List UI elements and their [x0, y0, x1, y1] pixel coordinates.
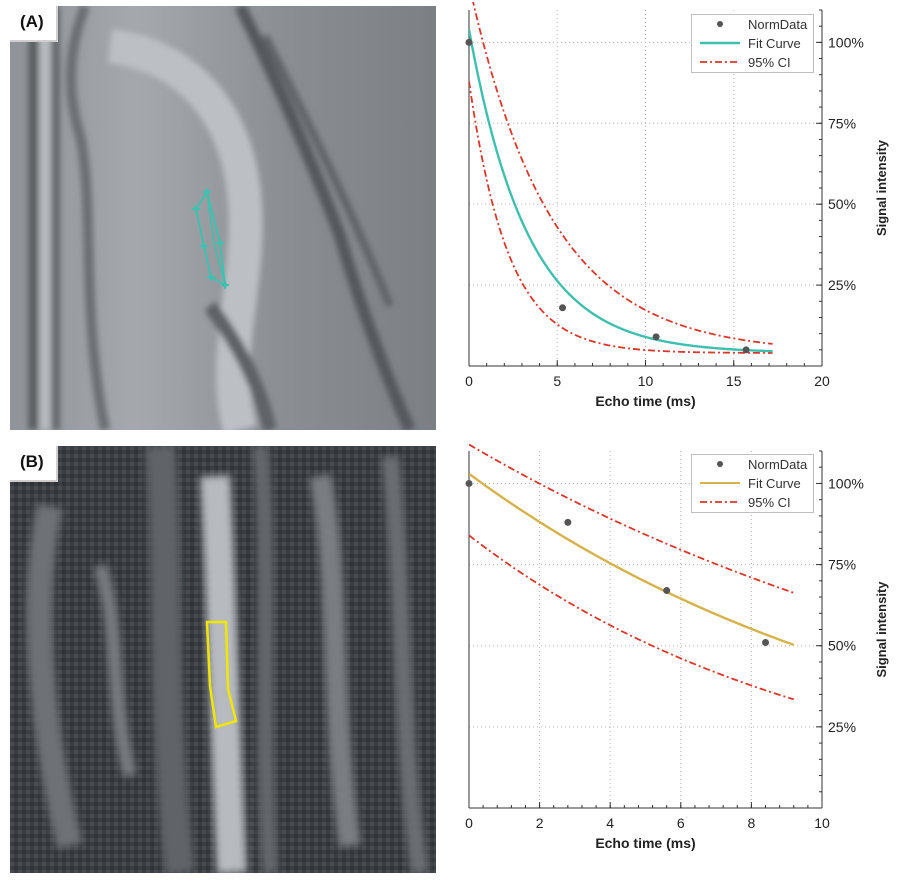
x-tick-label: 2: [536, 815, 544, 831]
x-tick-label: 6: [677, 815, 685, 831]
data-point: [465, 38, 473, 46]
roi-outline-a: [191, 187, 230, 290]
roi-vertex-marker: [191, 204, 201, 214]
x-tick-label: 0: [465, 373, 473, 389]
roi-marker-group-a: [191, 187, 230, 290]
fit-curve-line: [469, 29, 773, 353]
x-tick-label: 5: [553, 373, 561, 389]
roi-outline-b: [205, 620, 238, 729]
y-tick-label: 75%: [828, 115, 856, 131]
t2-decay-plot-b: 0 2 4 6 8 10 25% 50% 75% 100% Echo time (ms) Signal…: [440, 440, 904, 875]
legend-key-normdata: [717, 21, 723, 27]
y-tick-label: 25%: [828, 277, 856, 293]
y-tick-label: 25%: [828, 719, 856, 735]
panel-label-a: (A): [10, 6, 58, 42]
legend-key-fit-curve: [700, 482, 740, 484]
legend-a: NormData Fit Curve 95% CI: [691, 14, 815, 73]
legend-label-ci: 95% CI: [748, 55, 791, 70]
data-point: [652, 333, 660, 341]
legend-item-normdata: NormData: [692, 15, 813, 34]
ci-upper-line: [469, 443, 795, 594]
legend-item-fit-curve: Fit Curve: [692, 474, 813, 493]
legend-key-ci: [700, 501, 740, 503]
y-tick-label: 75%: [828, 557, 856, 573]
data-point: [762, 638, 770, 646]
legend-key-ci: [700, 61, 740, 63]
legend-key-fit-curve: [700, 41, 740, 45]
mri-image-b: (B): [10, 446, 436, 873]
y-tick-label: 50%: [828, 196, 856, 212]
y-tick-label: 100%: [828, 475, 864, 491]
y-tick-label: 100%: [828, 34, 864, 50]
roi-vertex-marker: [199, 241, 209, 251]
x-tick-label: 10: [814, 815, 830, 831]
legend-label-normdata: NormData: [748, 17, 808, 32]
x-tick-label: 8: [748, 815, 756, 831]
chart-b-svg: 0 2 4 6 8 10 25% 50% 75% 100% Echo time (ms) Signal…: [465, 443, 889, 851]
x-tick-label: 15: [726, 373, 742, 389]
legend-item-ci: 95% CI: [692, 493, 813, 512]
y-axis-label: Signal intensity: [874, 139, 889, 236]
fit-curve-line: [469, 472, 795, 647]
legend-label-fit-curve: Fit Curve: [748, 36, 801, 51]
data-point: [559, 304, 567, 312]
x-tick-label: 20: [814, 373, 830, 389]
panel-label-b: (B): [10, 446, 58, 482]
x-axis-label: Echo time (ms): [595, 393, 695, 409]
data-point: [465, 479, 473, 487]
legend-label-normdata: NormData: [748, 457, 808, 472]
legend-label-ci: 95% CI: [748, 495, 791, 510]
roi-inner-line: [206, 191, 226, 286]
ci-lower-line: [469, 534, 795, 701]
data-point: [663, 587, 671, 595]
y-axis-label: Signal intensity: [874, 581, 889, 678]
data-point: [742, 346, 750, 354]
legend-b: NormData Fit Curve 95% CI: [691, 454, 815, 513]
roi-vertex-marker: [206, 272, 216, 282]
x-tick-label: 4: [606, 815, 614, 831]
x-axis-label: Echo time (ms): [595, 835, 695, 851]
legend-label-fit-curve: Fit Curve: [748, 476, 801, 491]
ci-lower-line: [469, 81, 773, 354]
roi-vertex-marker: [215, 238, 225, 248]
legend-item-fit-curve: Fit Curve: [692, 34, 813, 53]
mri-image-a-drawing: [10, 6, 436, 430]
chart-a-svg: 0 5 10 15 20 25% 50% 75% 100% Echo time (ms) Signa…: [465, 2, 889, 409]
x-tick-label: 0: [465, 815, 473, 831]
legend-item-ci: 95% CI: [692, 53, 813, 72]
x-tick-label: 10: [638, 373, 654, 389]
t2-decay-plot-a: 0 5 10 15 20 25% 50% 75% 100% Echo time (ms) Signa…: [440, 0, 904, 430]
mri-image-b-drawing: [10, 446, 436, 873]
mri-image-a: (A): [10, 6, 436, 430]
data-point: [564, 518, 572, 526]
legend-key-normdata: [717, 461, 723, 467]
y-tick-label: 50%: [828, 638, 856, 654]
legend-item-normdata: NormData: [692, 455, 813, 474]
